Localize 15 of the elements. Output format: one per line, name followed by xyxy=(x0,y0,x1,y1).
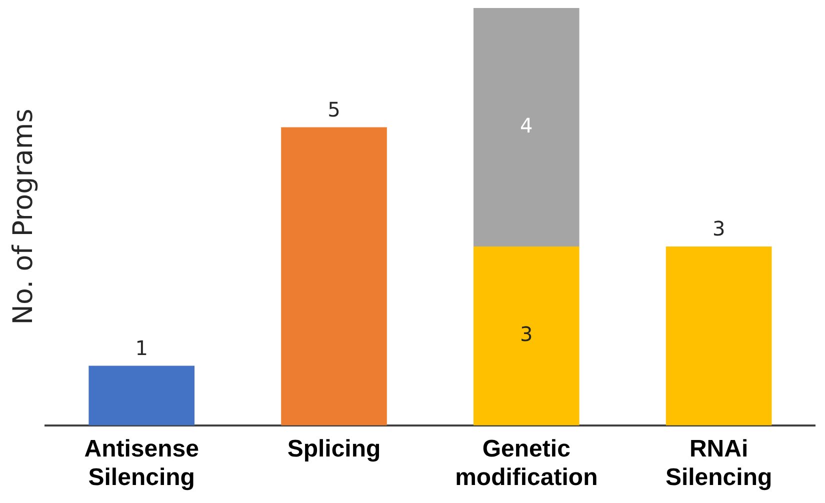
bar xyxy=(473,246,580,426)
x-tick-label: Genetic modification xyxy=(455,435,598,492)
data-label: 3 xyxy=(520,322,533,346)
bar xyxy=(666,246,772,426)
bar xyxy=(88,366,195,426)
data-label: 3 xyxy=(712,216,726,241)
x-tick-label: Antisense Silencing xyxy=(84,435,199,492)
data-label: 5 xyxy=(328,97,340,122)
x-tick-label: RNAi Silencing xyxy=(665,435,772,492)
bar xyxy=(473,8,580,247)
data-label: 1 xyxy=(135,336,148,360)
data-label: 4 xyxy=(520,113,533,138)
y-axis-title: No. of Programs xyxy=(8,108,40,325)
x-tick-label: Splicing xyxy=(287,435,381,462)
bar xyxy=(281,127,387,426)
